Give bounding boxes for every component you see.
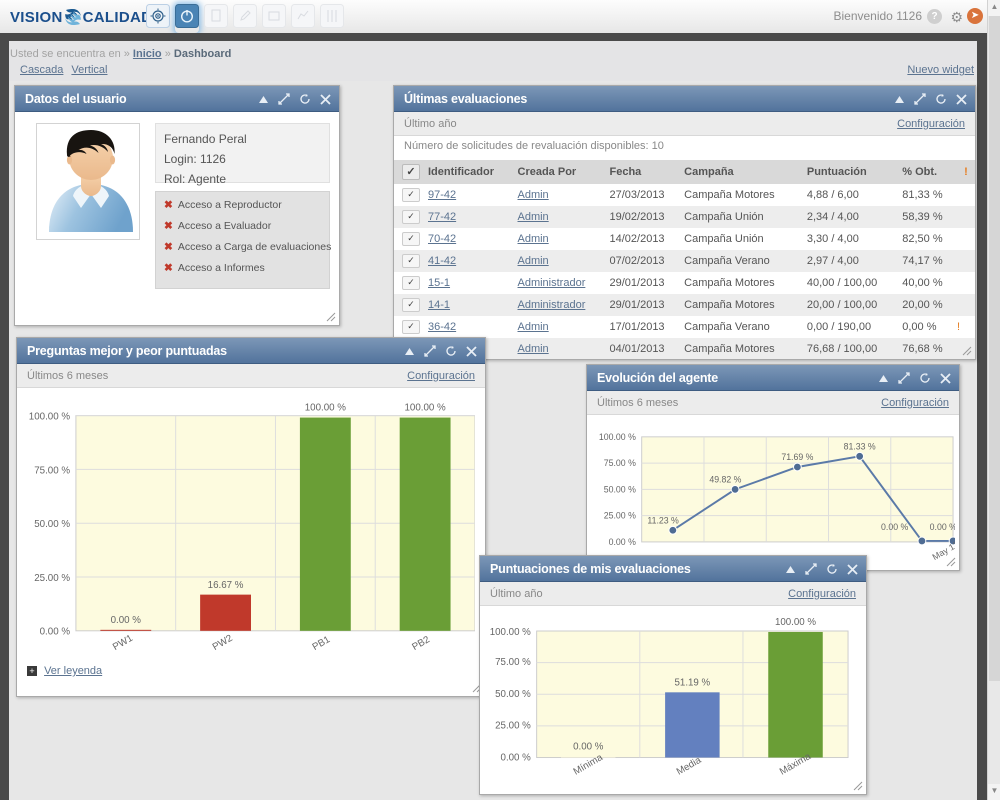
svg-text:100.00 %: 100.00 %: [404, 403, 446, 414]
svg-text:PW1: PW1: [111, 633, 135, 653]
svg-text:0.00 %: 0.00 %: [573, 742, 604, 753]
svg-text:11.23 %: 11.23 %: [647, 515, 679, 525]
svg-text:0.00 %: 0.00 %: [881, 522, 908, 532]
svg-text:25.00 %: 25.00 %: [34, 573, 70, 584]
svg-text:100.00 %: 100.00 %: [305, 403, 347, 414]
svg-text:50.00 %: 50.00 %: [34, 519, 70, 530]
svg-text:75.00 %: 75.00 %: [34, 465, 70, 476]
svg-text:0.00 %: 0.00 %: [930, 522, 955, 532]
svg-text:PB2: PB2: [410, 634, 431, 653]
svg-text:75.00 %: 75.00 %: [604, 458, 636, 468]
svg-text:81.33 %: 81.33 %: [844, 441, 876, 451]
svg-text:16.67 %: 16.67 %: [208, 580, 244, 591]
svg-text:51.19 %: 51.19 %: [675, 678, 711, 689]
svg-text:100.00 %: 100.00 %: [490, 627, 531, 638]
svg-text:49.82 %: 49.82 %: [709, 475, 741, 485]
svg-text:0.00 %: 0.00 %: [501, 752, 532, 763]
svg-text:75.00 %: 75.00 %: [495, 657, 531, 668]
svg-text:50.00 %: 50.00 %: [495, 689, 531, 700]
svg-text:Media: Media: [675, 755, 704, 778]
svg-text:71.69 %: 71.69 %: [781, 452, 813, 462]
svg-text:0.00 %: 0.00 %: [40, 627, 71, 638]
svg-text:0.00 %: 0.00 %: [609, 537, 636, 547]
svg-text:50.00 %: 50.00 %: [604, 484, 636, 494]
svg-text:100.00 %: 100.00 %: [29, 412, 71, 423]
svg-text:PB1: PB1: [311, 634, 332, 653]
svg-text:0.00 %: 0.00 %: [111, 615, 142, 626]
svg-text:25.00 %: 25.00 %: [604, 511, 636, 521]
svg-text:100.00 %: 100.00 %: [775, 617, 816, 628]
svg-text:100.00 %: 100.00 %: [599, 432, 636, 442]
svg-text:25.00 %: 25.00 %: [495, 720, 531, 731]
svg-text:PW2: PW2: [211, 633, 235, 653]
